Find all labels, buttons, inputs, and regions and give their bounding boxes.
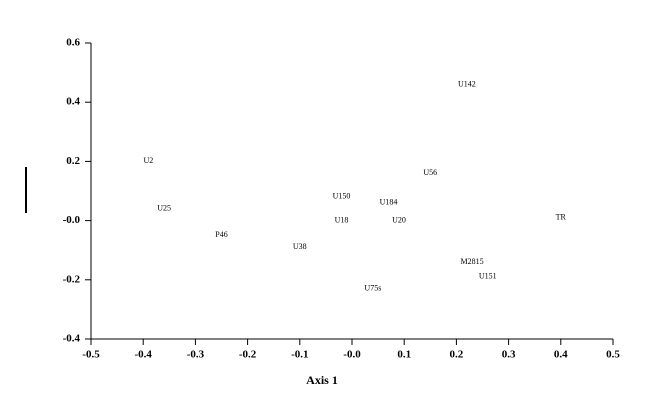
- x-axis-title: Axis 1: [306, 373, 338, 387]
- point-label: U38: [293, 242, 307, 251]
- point-label: U2: [144, 156, 154, 165]
- point-label: U18: [335, 215, 349, 224]
- x-tick-label: 0.5: [606, 349, 620, 361]
- point-label: U142: [458, 79, 476, 88]
- x-tick-label: 0.3: [502, 349, 516, 361]
- x-tick-label: -0.4: [134, 349, 152, 361]
- x-tick-label: 0.2: [450, 349, 464, 361]
- x-tick-label: -0.2: [239, 349, 257, 361]
- x-tick-label: 0.4: [554, 349, 568, 361]
- point-label: U56: [423, 168, 437, 177]
- x-tick-label: -0.0: [343, 349, 361, 361]
- point-label: U25: [157, 204, 171, 213]
- y-tick-label: 0.2: [66, 155, 80, 167]
- x-tick-label: -0.3: [187, 349, 205, 361]
- point-label: U150: [333, 192, 351, 201]
- y-tick-label: -0.0: [63, 214, 81, 226]
- point-label: U184: [380, 198, 398, 207]
- point-label: U20: [392, 215, 406, 224]
- y-tick-label: 0.6: [66, 37, 80, 49]
- point-label: TR: [556, 212, 567, 221]
- x-tick-label: 0.1: [397, 349, 411, 361]
- point-label: U151: [479, 272, 497, 281]
- x-tick-label: -0.1: [291, 349, 308, 361]
- x-tick-label: -0.5: [82, 349, 100, 361]
- y-tick-label: -0.4: [63, 333, 81, 345]
- y-tick-label: -0.2: [63, 273, 81, 285]
- point-label: U75s: [364, 284, 381, 293]
- point-label: P46: [215, 230, 227, 239]
- point-label: M2815: [460, 257, 483, 266]
- y-tick-label: 0.4: [66, 96, 80, 108]
